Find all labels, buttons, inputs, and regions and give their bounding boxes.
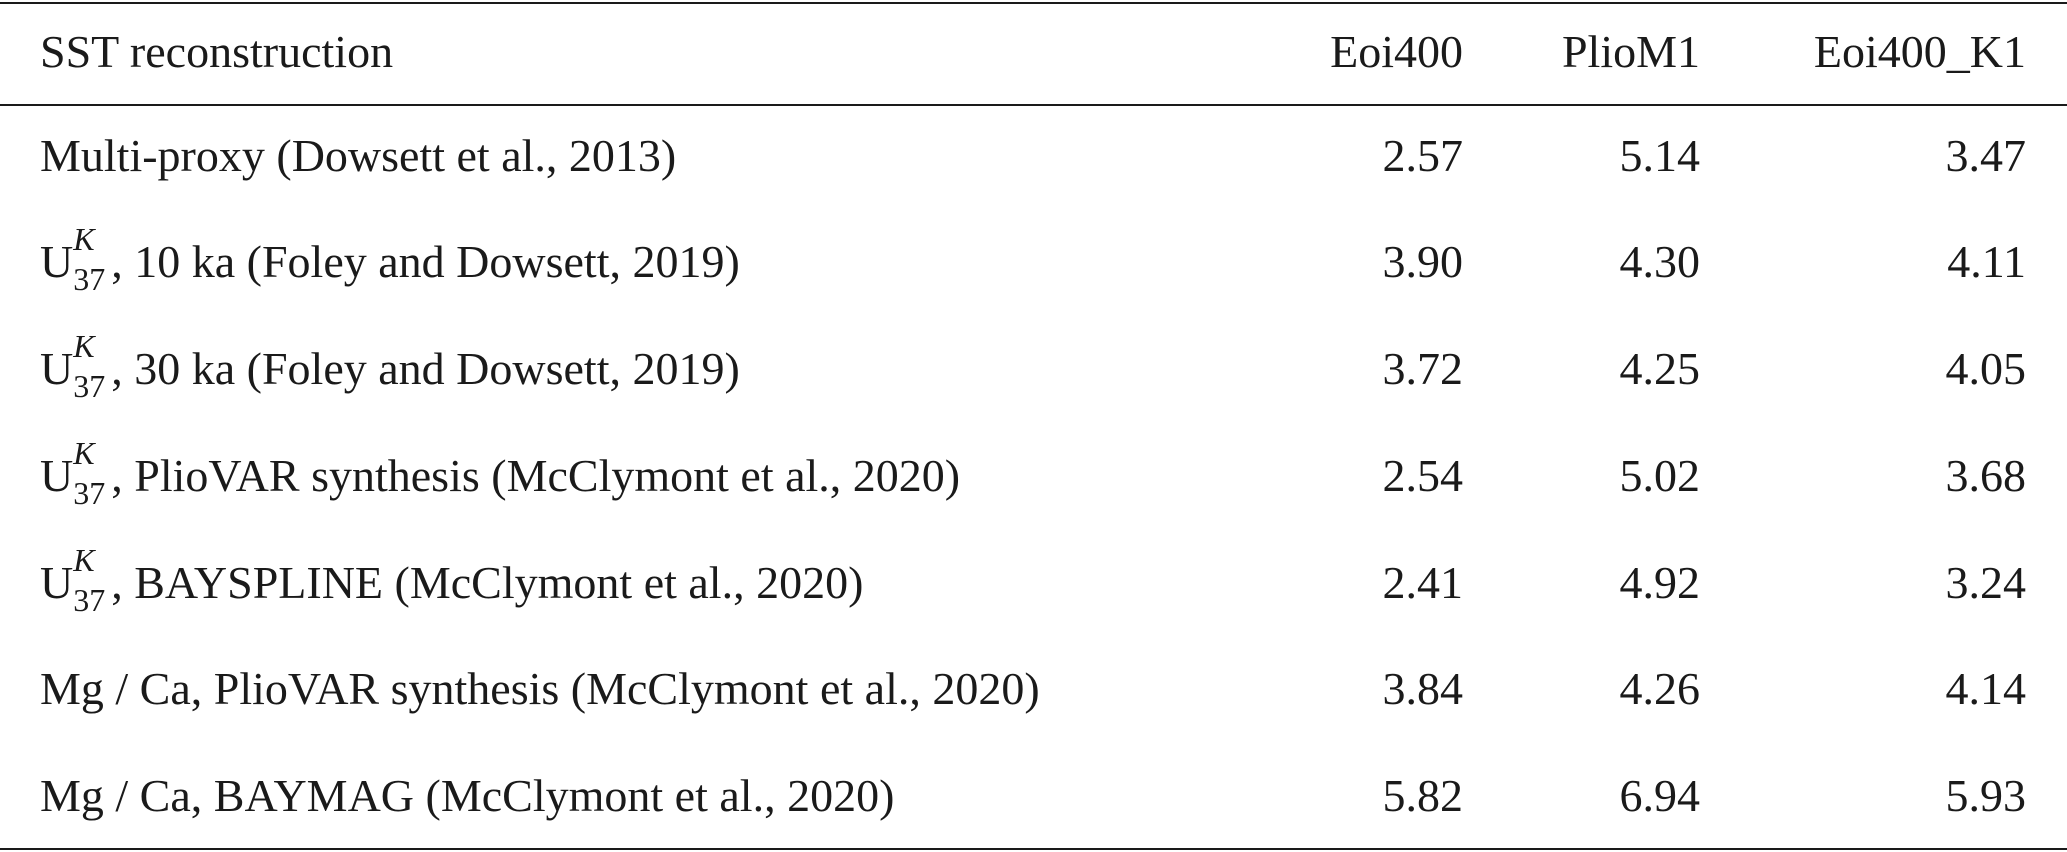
row-label: Multi-proxy (Dowsett et al., 2013) [40, 130, 677, 181]
row-label: U K 37, 10 ka (Foley and Dowsett, 2019) [40, 221, 740, 297]
value-cell: 5.14 [1619, 130, 1701, 181]
value-cell: 5.02 [1619, 450, 1701, 501]
value-cell: 2.57 [1382, 130, 1464, 181]
header-cell: PlioM1 [1561, 26, 1700, 77]
row-label: U K 37, 30 ka (Foley and Dowsett, 2019) [40, 328, 740, 404]
value-cell: 4.26 [1619, 663, 1701, 714]
subscript: 37 [73, 368, 106, 404]
row-label: U K 37, BAYSPLINE (McClymont et al., 2020) [40, 542, 864, 618]
symbol: U K 37 [40, 328, 106, 404]
value-cell: 4.05 [1945, 343, 2027, 394]
value-cell: 3.24 [1945, 557, 2027, 608]
symbol: U K 37 [40, 542, 106, 618]
subscript: 37 [73, 475, 106, 511]
symbol: U K 37 [40, 221, 106, 297]
bottom-rule [0, 848, 2067, 850]
value-cell: 4.25 [1619, 343, 1701, 394]
value-cell: 5.82 [1382, 770, 1464, 821]
value-cell: 5.93 [1945, 770, 2027, 821]
value-cell: 6.94 [1619, 770, 1701, 821]
subscript: 37 [73, 582, 106, 618]
value-cell: 4.14 [1945, 663, 2027, 714]
row-label: U K 37, PlioVAR synthesis (McClymont et al… [40, 435, 961, 511]
superscript: K [73, 221, 95, 257]
value-cell: 3.72 [1382, 343, 1464, 394]
value-cell: 4.11 [1947, 236, 2026, 287]
value-cell: 2.54 [1382, 450, 1464, 501]
value-cell: 3.68 [1945, 450, 2027, 501]
value-cell: 4.30 [1619, 236, 1701, 287]
value-cell: 3.90 [1382, 236, 1464, 287]
value-cell: 3.47 [1945, 130, 2027, 181]
subscript: 37 [73, 261, 106, 297]
row-label: Mg / Ca, PlioVAR synthesis (McClymont et… [40, 663, 1040, 714]
value-cell: 4.92 [1619, 557, 1701, 608]
header-rule [0, 104, 2067, 106]
value-cell: 3.84 [1382, 663, 1464, 714]
superscript: K [73, 328, 95, 364]
top-rule [0, 2, 2067, 4]
header-cell: Eoi400_K1 [1813, 26, 2026, 77]
superscript: K [73, 542, 95, 578]
value-cell: 2.41 [1382, 557, 1464, 608]
label-text: , BAYSPLINE (McClymont et al., 2020) [111, 557, 864, 608]
superscript: K [73, 435, 95, 471]
label-text: , 30 ka (Foley and Dowsett, 2019) [111, 343, 740, 394]
label-text: , PlioVAR synthesis (McClymont et al., 2… [111, 450, 961, 501]
header-cell: Eoi400 [1330, 26, 1463, 77]
row-label: Mg / Ca, BAYMAG (McClymont et al., 2020) [40, 770, 895, 821]
symbol: U K 37 [40, 435, 106, 511]
label-text: , 10 ka (Foley and Dowsett, 2019) [111, 236, 740, 287]
header-cell: SST reconstruction [40, 26, 394, 77]
